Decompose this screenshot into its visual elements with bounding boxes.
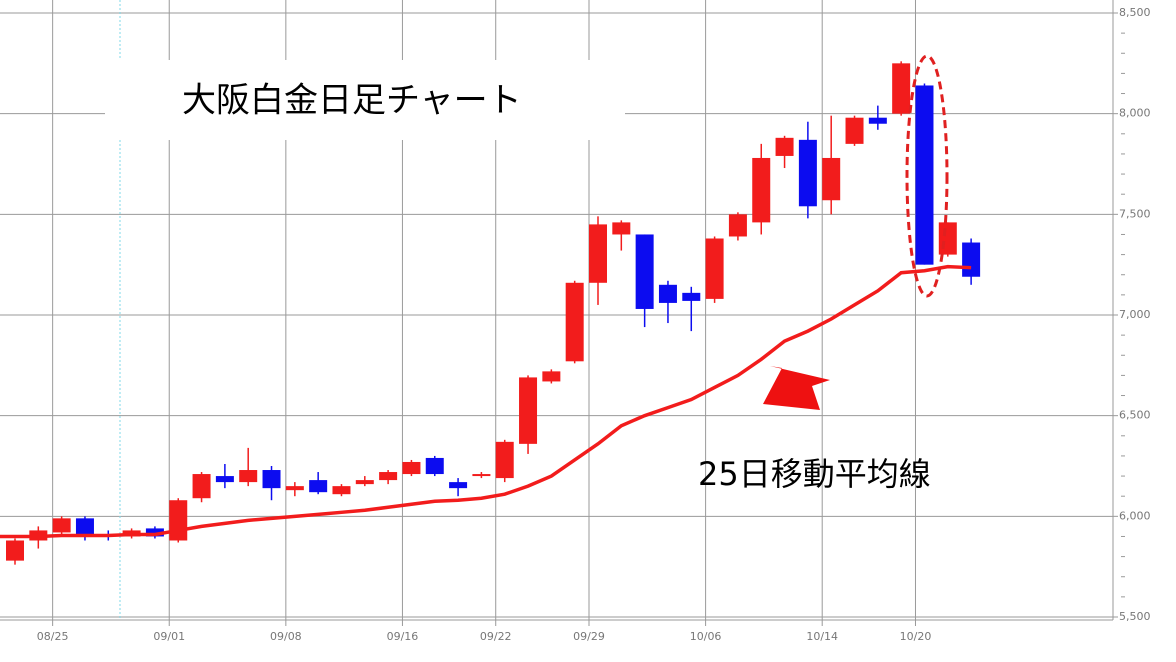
- candle-body: [262, 470, 281, 489]
- candle-body: [145, 528, 164, 537]
- candle-body: [868, 117, 887, 124]
- candle-body: [775, 137, 794, 156]
- x-tick-label: 10/14: [806, 630, 838, 643]
- candle-body: [589, 224, 607, 283]
- candle-body: [728, 214, 747, 237]
- candle-body: [285, 486, 304, 491]
- y-tick-label: 5,500: [1119, 610, 1151, 623]
- candle-body: [635, 234, 654, 309]
- candle-body: [845, 117, 864, 144]
- arrow: [763, 366, 830, 410]
- candle-body: [379, 472, 398, 481]
- candle-body: [6, 540, 24, 561]
- x-tick-label: 08/25: [37, 630, 69, 643]
- candle-body: [962, 242, 981, 277]
- y-tick-label: 7,000: [1119, 308, 1151, 321]
- candle-body: [215, 476, 234, 483]
- marks: [0, 61, 981, 565]
- candle-body: [239, 470, 258, 483]
- candle-body: [822, 157, 841, 201]
- candle-body: [938, 222, 957, 255]
- x-tick-label: 10/20: [900, 630, 932, 643]
- candle-body: [472, 474, 491, 477]
- x-tick-label: 09/01: [153, 630, 185, 643]
- title-box: [105, 60, 625, 140]
- candle-body: [798, 139, 817, 207]
- candle-body: [495, 441, 514, 479]
- y-tick-label: 6,500: [1119, 409, 1151, 422]
- x-tick-label: 09/08: [270, 630, 302, 643]
- candle-body: [355, 480, 374, 485]
- candle-body: [52, 518, 71, 533]
- annotation: 25日移動平均線: [698, 455, 931, 493]
- candle-body: [332, 486, 351, 495]
- candle-body: [752, 157, 771, 223]
- candle-body: [542, 371, 561, 382]
- candle-body: [915, 85, 934, 265]
- candle-body: [565, 282, 584, 362]
- candle-body: [658, 284, 677, 303]
- candle-body: [519, 377, 538, 444]
- x-tick-label: 09/22: [480, 630, 512, 643]
- candle-body: [309, 480, 328, 493]
- x-tick-label: 09/29: [573, 630, 605, 643]
- y-tick-label: 8,500: [1119, 6, 1151, 19]
- x-tick-label: 09/16: [387, 630, 419, 643]
- candle-body: [169, 500, 188, 541]
- candle-body: [75, 518, 94, 535]
- candle-body: [425, 457, 444, 475]
- highlight-ellipse: [905, 54, 949, 298]
- y-tick-label: 7,500: [1119, 207, 1151, 220]
- y-tick-label: 8,000: [1119, 107, 1151, 120]
- candle-body: [192, 474, 211, 499]
- y-tick-label: 6,000: [1119, 509, 1151, 522]
- candle-body: [612, 222, 631, 235]
- candle-body: [705, 238, 724, 299]
- candle-body: [682, 292, 701, 301]
- candle-body: [402, 461, 421, 475]
- x-tick-label: 10/06: [690, 630, 722, 643]
- moving-average-line: [0, 264, 972, 539]
- chart-title: 大阪白金日足チャート: [182, 81, 522, 121]
- candle-body: [449, 482, 468, 489]
- candle-body: [892, 63, 911, 114]
